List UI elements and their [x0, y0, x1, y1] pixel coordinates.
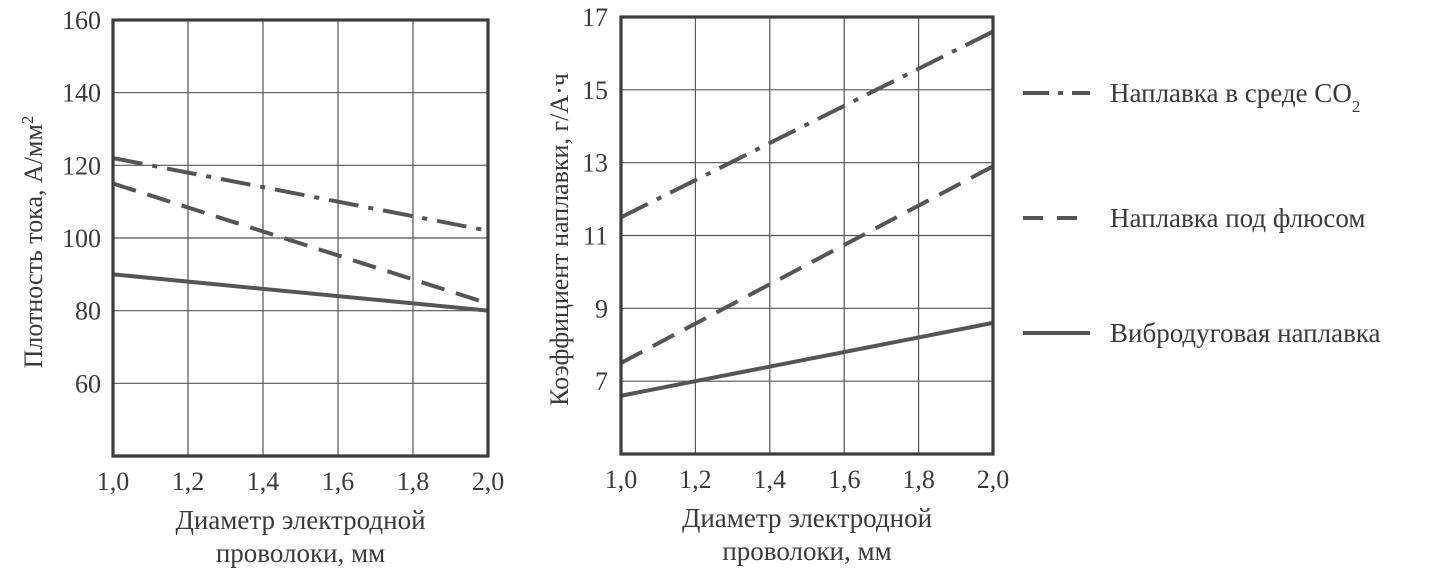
x-tick-label: 1,4 — [754, 465, 787, 494]
deposition-coefficient-chart: 1,0 1,2 1,4 1,6 1,8 2,0 7 9 11 13 15 17 Диаметр элек… — [545, 3, 1009, 566]
y-tick-label: 160 — [62, 6, 101, 35]
x-axis-title: проволоки, мм — [722, 536, 891, 566]
y-tick-label: 9 — [595, 294, 608, 323]
x-tick-label: 1,0 — [605, 465, 638, 494]
y-axis-title: Коэффициент наплавки, г/А·ч — [545, 73, 574, 406]
x-tick-label: 1,6 — [828, 465, 861, 494]
y-tick-label: 140 — [62, 79, 101, 108]
series-line-solid — [620, 320, 994, 398]
plot-frame — [111, 18, 490, 458]
series-line-dashed — [112, 181, 489, 306]
plot-frame — [619, 15, 995, 456]
series-line-dashdot — [620, 29, 994, 220]
x-tick-label: 1,8 — [397, 467, 430, 496]
y-tick-label: 13 — [582, 149, 608, 178]
x-tick-label: 1,2 — [679, 465, 712, 494]
legend-label: Наплавка в среде CO2 — [1110, 78, 1360, 116]
x-tick-label: 2,0 — [977, 465, 1010, 494]
x-tick-label: 1,6 — [322, 467, 355, 496]
x-tick-label: 1,4 — [247, 467, 280, 496]
y-tick-label: 7 — [595, 367, 608, 396]
series-line-solid — [112, 272, 489, 313]
y-tick-label: 15 — [582, 76, 608, 105]
x-axis-title: Диаметр электродной — [175, 505, 425, 535]
current-density-chart: 1,0 1,2 1,4 1,6 1,8 2,0 60 80 100 120 140 160 Диамет… — [18, 6, 505, 568]
y-axis-title: Плотность тока, А/мм2 — [18, 116, 49, 369]
x-axis-title: проволоки, мм — [216, 538, 385, 568]
y-tick-label: 60 — [75, 369, 101, 398]
y-tick-label: 11 — [583, 222, 608, 251]
x-axis-title: Диаметр электродной — [682, 503, 932, 533]
legend-label: Наплавка под флюсом — [1110, 203, 1365, 233]
y-tick-label: 100 — [62, 224, 101, 253]
x-tick-label: 2,0 — [472, 467, 505, 496]
legend-label: Вибродуговая наплавка — [1110, 318, 1381, 348]
x-tick-label: 1,8 — [902, 465, 935, 494]
y-tick-label: 120 — [62, 151, 101, 180]
y-tick-label: 80 — [75, 297, 101, 326]
x-tick-label: 1,2 — [172, 467, 205, 496]
series-line-dashdot — [112, 156, 489, 233]
y-tick-label: 17 — [582, 3, 608, 32]
legend: Наплавка в среде CO2 Наплавка под флюсом В… — [1023, 78, 1381, 348]
x-tick-label: 1,0 — [97, 467, 130, 496]
